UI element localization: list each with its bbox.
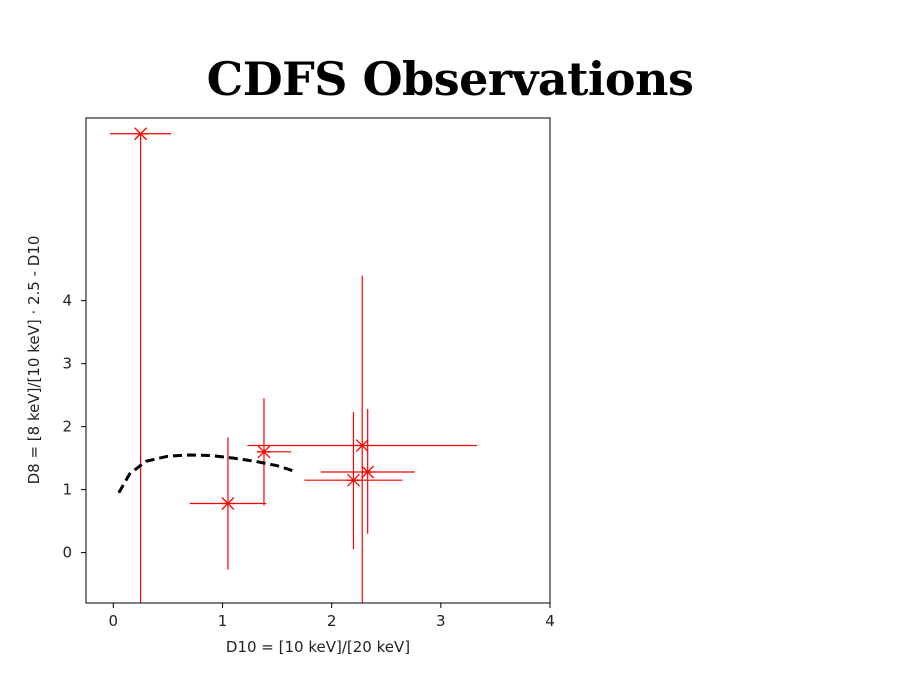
data-point [189, 437, 267, 570]
x-tick-label: 1 [218, 612, 228, 630]
model-curve [117, 453, 298, 494]
x-axis-label: D10 = [10 keV]/[20 keV] [226, 638, 410, 656]
x-tick-label: 3 [436, 612, 446, 630]
point-marker [133, 127, 148, 141]
y-axis-label: D8 = [8 keV]/[10 keV] · 2.5 - D10 [25, 236, 43, 485]
point-marker [355, 439, 370, 452]
y-tick-label: 4 [62, 292, 72, 310]
data-point [304, 412, 403, 550]
point-marker [360, 465, 375, 479]
y-tick-label: 1 [62, 481, 72, 499]
point-marker [220, 497, 235, 510]
x-tick-label: 4 [545, 612, 555, 630]
data-point [256, 398, 292, 506]
data-point [247, 275, 477, 603]
plot-frame [85, 117, 551, 604]
y-tick-label: 0 [62, 544, 72, 562]
y-tick-label: 2 [62, 418, 72, 436]
x-tick-label: 0 [109, 612, 119, 630]
slide-title: CDFS Observations [206, 52, 694, 106]
point-marker [256, 445, 271, 459]
y-tick-label: 3 [62, 355, 72, 373]
x-tick-label: 2 [327, 612, 337, 630]
point-marker [346, 473, 361, 487]
data-point [110, 127, 172, 603]
data-point [320, 409, 415, 534]
